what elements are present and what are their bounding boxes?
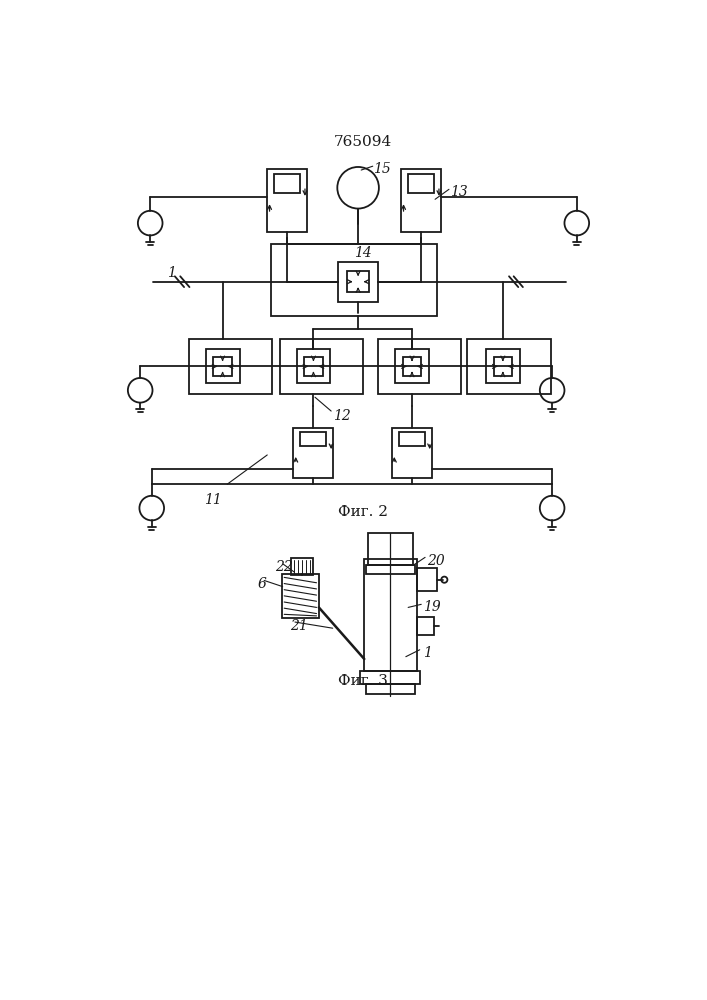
- Bar: [493, 357, 512, 376]
- Text: 22: 22: [275, 560, 293, 574]
- Bar: [304, 357, 322, 376]
- Text: 1: 1: [423, 646, 432, 660]
- Text: 21: 21: [291, 619, 308, 633]
- Bar: [378, 339, 461, 394]
- Bar: [366, 565, 415, 574]
- Bar: [399, 432, 425, 446]
- Bar: [366, 684, 415, 694]
- Bar: [486, 349, 520, 383]
- Bar: [300, 432, 327, 446]
- Text: 15: 15: [373, 162, 391, 176]
- Bar: [293, 428, 334, 478]
- Bar: [403, 357, 421, 376]
- Bar: [368, 533, 413, 565]
- Bar: [416, 568, 437, 591]
- Bar: [214, 357, 232, 376]
- Bar: [279, 339, 363, 394]
- Text: 12: 12: [333, 409, 351, 423]
- Bar: [467, 339, 551, 394]
- Text: 20: 20: [428, 554, 445, 568]
- Text: 11: 11: [204, 493, 222, 507]
- Text: Фиг. 2: Фиг. 2: [338, 505, 387, 519]
- Bar: [189, 339, 272, 394]
- Bar: [271, 244, 438, 316]
- Text: 14: 14: [354, 246, 372, 260]
- Text: 765094: 765094: [334, 135, 392, 149]
- Bar: [408, 174, 434, 193]
- Bar: [395, 349, 429, 383]
- Text: 6: 6: [258, 577, 267, 591]
- Text: 19: 19: [423, 600, 440, 614]
- Bar: [338, 262, 378, 302]
- Bar: [416, 617, 433, 635]
- Bar: [282, 574, 319, 618]
- Bar: [347, 271, 369, 292]
- Text: 13: 13: [450, 185, 467, 199]
- Bar: [392, 428, 432, 478]
- Bar: [361, 671, 421, 684]
- Text: Фиг. 3: Фиг. 3: [338, 674, 387, 688]
- Bar: [274, 174, 300, 193]
- Text: 1: 1: [167, 266, 176, 280]
- Bar: [296, 349, 330, 383]
- Bar: [206, 349, 240, 383]
- Bar: [364, 559, 416, 671]
- Bar: [267, 169, 308, 232]
- Bar: [291, 558, 312, 575]
- Bar: [402, 169, 441, 232]
